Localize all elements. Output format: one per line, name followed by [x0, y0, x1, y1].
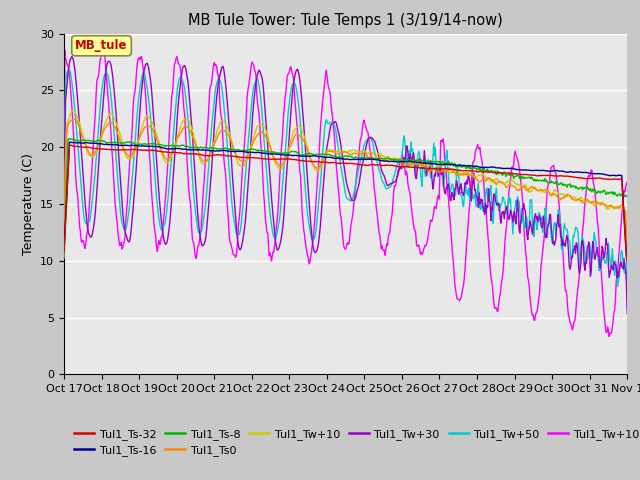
- Legend: Tul1_Ts-32, Tul1_Ts-16, Tul1_Ts-8, Tul1_Ts0, Tul1_Tw+10, Tul1_Tw+30, Tul1_Tw+50,: Tul1_Ts-32, Tul1_Ts-16, Tul1_Ts-8, Tul1_…: [70, 424, 640, 460]
- Text: MB_tule: MB_tule: [76, 39, 128, 52]
- Y-axis label: Temperature (C): Temperature (C): [22, 153, 35, 255]
- Title: MB Tule Tower: Tule Temps 1 (3/19/14-now): MB Tule Tower: Tule Temps 1 (3/19/14-now…: [188, 13, 503, 28]
